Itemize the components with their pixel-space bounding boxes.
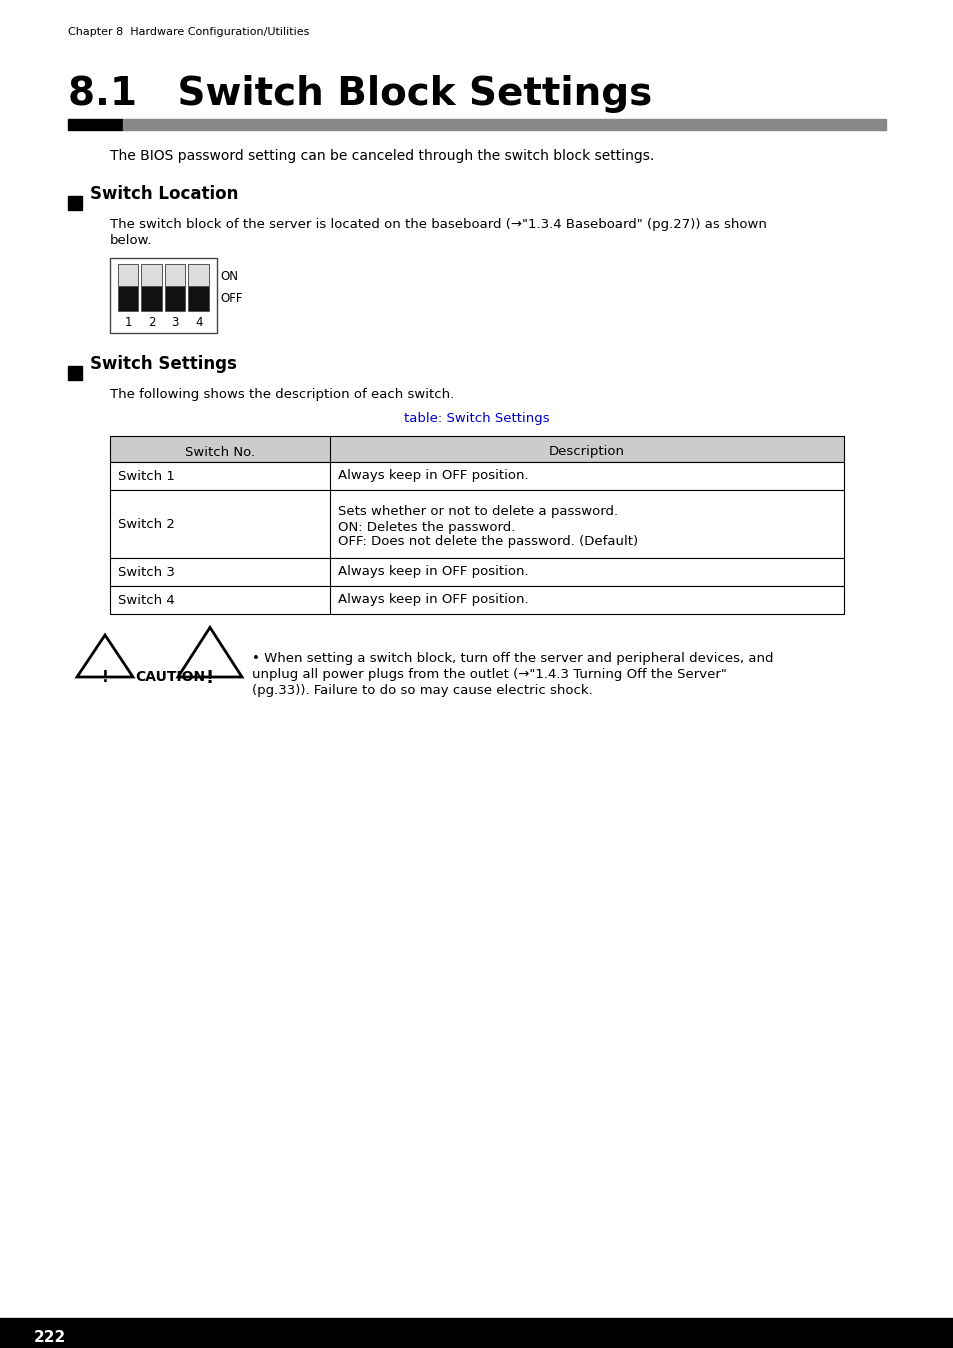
Text: Sets whether or not to delete a password.: Sets whether or not to delete a password… bbox=[337, 506, 618, 519]
Bar bbox=[0, 1318, 953, 1348]
Bar bbox=[165, 286, 185, 311]
Bar bbox=[189, 286, 209, 311]
Text: The following shows the description of each switch.: The following shows the description of e… bbox=[110, 388, 454, 400]
Bar bbox=[123, 119, 885, 129]
Bar bbox=[110, 558, 843, 586]
Text: 1: 1 bbox=[125, 315, 132, 329]
Text: 8.1   Switch Block Settings: 8.1 Switch Block Settings bbox=[68, 75, 652, 113]
Bar bbox=[141, 286, 162, 311]
Bar bbox=[110, 257, 216, 333]
Text: OFF: OFF bbox=[220, 293, 242, 305]
Bar bbox=[110, 462, 843, 491]
Text: !: ! bbox=[101, 670, 109, 685]
Bar bbox=[118, 286, 138, 311]
Text: Switch 4: Switch 4 bbox=[118, 593, 174, 607]
Text: 4: 4 bbox=[194, 315, 202, 329]
Text: Switch Location: Switch Location bbox=[90, 185, 238, 204]
Bar bbox=[68, 367, 82, 380]
Text: The switch block of the server is located on the baseboard (→"1.3.4 Baseboard" (: The switch block of the server is locate… bbox=[110, 218, 766, 231]
Bar bbox=[189, 264, 209, 286]
Text: ON: Deletes the password.: ON: Deletes the password. bbox=[337, 520, 515, 534]
Text: Switch 2: Switch 2 bbox=[118, 518, 174, 531]
Text: The BIOS password setting can be canceled through the switch block settings.: The BIOS password setting can be cancele… bbox=[110, 150, 654, 163]
Text: OFF: Does not delete the password. (Default): OFF: Does not delete the password. (Defa… bbox=[337, 535, 638, 549]
Text: unplug all power plugs from the outlet (→"1.4.3 Turning Off the Server": unplug all power plugs from the outlet (… bbox=[252, 669, 726, 681]
Bar bbox=[110, 491, 843, 558]
Text: Always keep in OFF position.: Always keep in OFF position. bbox=[337, 469, 528, 483]
Text: Switch 3: Switch 3 bbox=[118, 566, 174, 578]
Bar bbox=[110, 586, 843, 613]
Text: table: Switch Settings: table: Switch Settings bbox=[404, 412, 549, 425]
Text: ON: ON bbox=[220, 270, 237, 283]
Bar bbox=[118, 264, 138, 286]
Text: (pg.33)). Failure to do so may cause electric shock.: (pg.33)). Failure to do so may cause ele… bbox=[252, 683, 592, 697]
Text: Always keep in OFF position.: Always keep in OFF position. bbox=[337, 566, 528, 578]
Polygon shape bbox=[77, 635, 132, 677]
Text: Description: Description bbox=[548, 445, 624, 458]
Bar bbox=[68, 195, 82, 210]
Text: 222: 222 bbox=[34, 1330, 66, 1345]
Text: Switch No.: Switch No. bbox=[185, 445, 254, 458]
Text: Always keep in OFF position.: Always keep in OFF position. bbox=[337, 593, 528, 607]
Bar bbox=[141, 264, 162, 286]
Text: Switch Settings: Switch Settings bbox=[90, 355, 236, 373]
Text: Chapter 8  Hardware Configuration/Utilities: Chapter 8 Hardware Configuration/Utiliti… bbox=[68, 27, 309, 36]
Text: • When setting a switch block, turn off the server and peripheral devices, and: • When setting a switch block, turn off … bbox=[252, 652, 773, 665]
Bar bbox=[110, 435, 843, 462]
Text: below.: below. bbox=[110, 235, 152, 247]
Text: Switch 1: Switch 1 bbox=[118, 469, 174, 483]
Bar bbox=[165, 264, 185, 286]
Text: 3: 3 bbox=[172, 315, 179, 329]
Text: 2: 2 bbox=[148, 315, 155, 329]
Bar bbox=[68, 119, 123, 129]
Polygon shape bbox=[178, 627, 242, 677]
Text: CAUTION: CAUTION bbox=[135, 670, 205, 683]
Text: !: ! bbox=[206, 669, 213, 687]
